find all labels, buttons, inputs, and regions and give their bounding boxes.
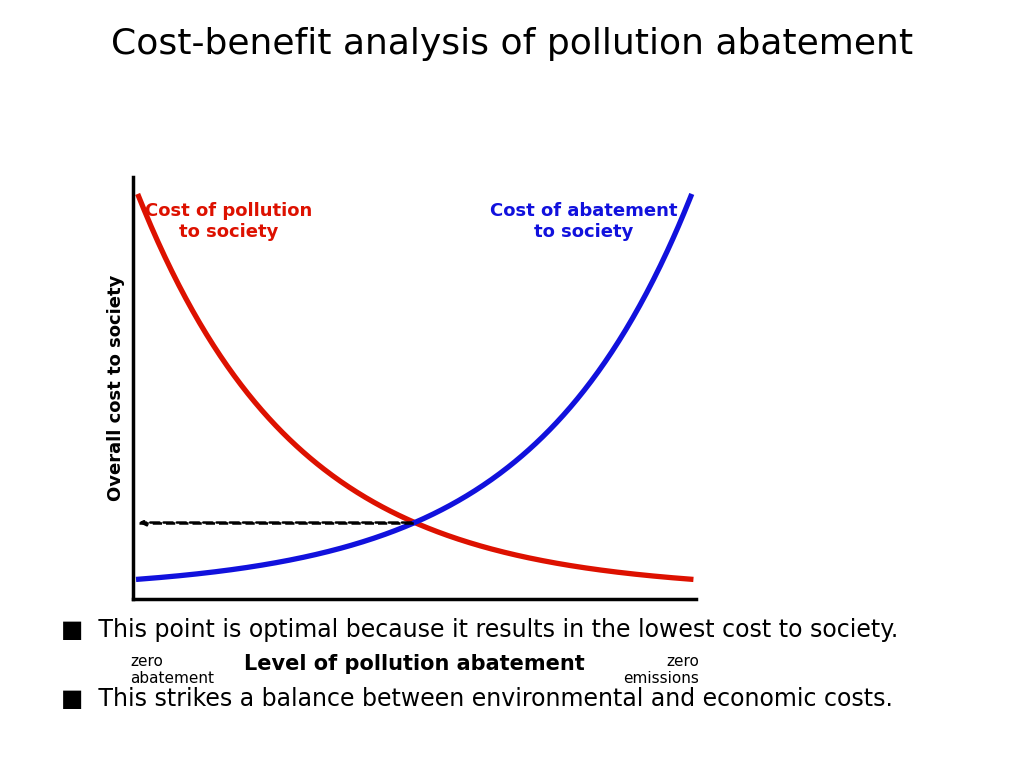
Text: Cost-benefit analysis of pollution abatement: Cost-benefit analysis of pollution abate… [111, 27, 913, 61]
Text: ■  This strikes a balance between environmental and economic costs.: ■ This strikes a balance between environ… [61, 687, 893, 711]
Text: Cost of pollution
to society: Cost of pollution to society [145, 202, 312, 241]
Y-axis label: Overall cost to society: Overall cost to society [106, 275, 125, 501]
Text: Level of pollution abatement: Level of pollution abatement [245, 654, 585, 674]
Text: Cost of abatement
to society: Cost of abatement to society [489, 202, 678, 241]
Text: zero
emissions: zero emissions [624, 654, 699, 687]
Text: ■  This point is optimal because it results in the lowest cost to society.: ■ This point is optimal because it resul… [61, 618, 899, 642]
Text: zero
abatement: zero abatement [130, 654, 214, 687]
